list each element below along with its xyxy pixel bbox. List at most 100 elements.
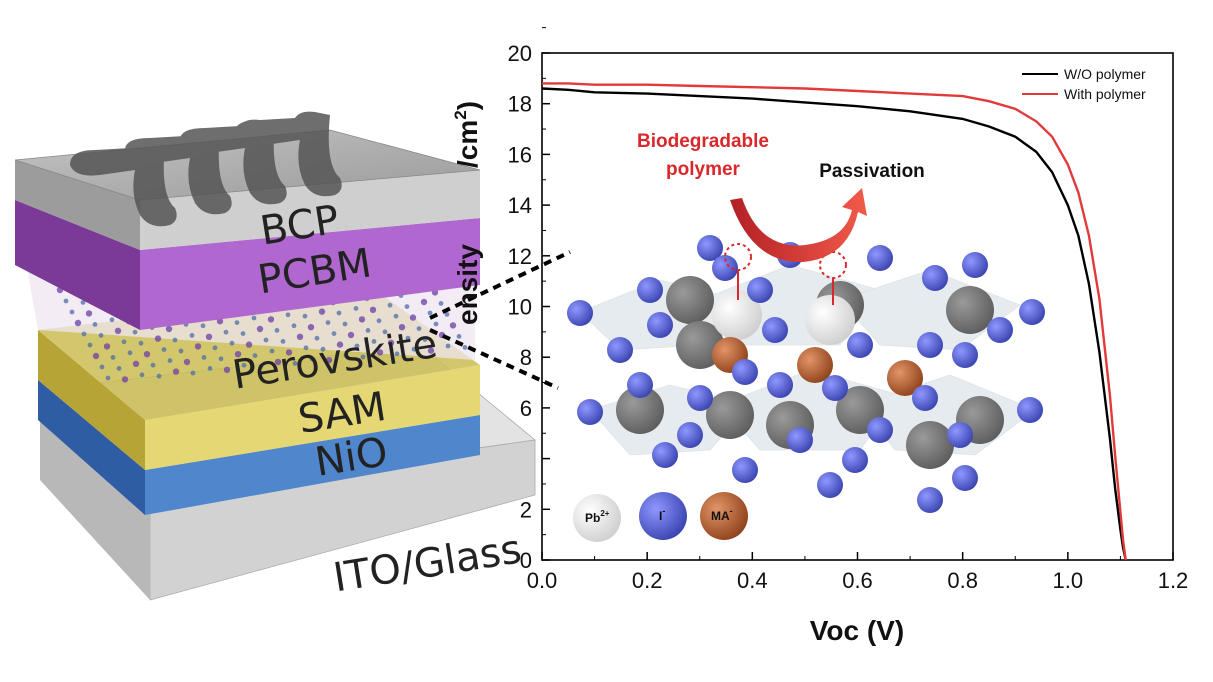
lattice-dot xyxy=(376,318,382,324)
lattice-dot xyxy=(376,349,384,356)
lattice-dot xyxy=(92,352,100,360)
iodide-atom xyxy=(762,317,788,343)
ion-i-icon xyxy=(639,492,687,540)
iodide-atom xyxy=(867,245,893,271)
lattice-dot xyxy=(336,341,344,348)
axis-ticks xyxy=(541,27,1174,561)
electrode-4 xyxy=(235,111,342,197)
lattice-dot xyxy=(285,312,291,318)
annotation-passivation: Passivation xyxy=(819,161,925,182)
lattice-dot xyxy=(274,328,280,333)
lattice-dot xyxy=(223,329,229,335)
pb-atom xyxy=(906,421,954,469)
y-tick-labels: 0 2 6 8 10 12 14 16 18 20 xyxy=(508,41,532,573)
lattice-dot xyxy=(267,316,275,323)
iodide-atom xyxy=(817,472,843,498)
iodide-atom xyxy=(987,317,1013,343)
lattice-dot xyxy=(280,339,286,344)
lattice-dot xyxy=(63,298,69,304)
lattice-dot xyxy=(156,373,162,379)
annotation-polymer-line2: polymer xyxy=(666,159,741,180)
jv-chart: 0 2 6 8 10 12 14 16 18 20 0.0 0.2 0.4 0.6 0.8 1.0 1.2 V… xyxy=(451,27,1188,646)
lattice-dot xyxy=(218,356,224,362)
lattice-dot xyxy=(416,326,422,331)
lattice-dot xyxy=(183,358,191,366)
y-tick-label: 6 xyxy=(520,396,532,421)
lattice-dot xyxy=(420,298,428,306)
lattice-dot xyxy=(309,356,315,362)
lattice-dot xyxy=(251,315,257,321)
legend-label-0: W/O polymer xyxy=(1064,66,1146,82)
lattice-dot xyxy=(405,335,411,341)
lattice-dot xyxy=(409,314,417,321)
x-tick-label: 0.0 xyxy=(527,568,558,593)
pb-atom xyxy=(946,286,994,334)
iodide-atom xyxy=(822,375,848,401)
lattice-dot xyxy=(245,341,253,348)
iodide-atom xyxy=(847,332,873,358)
lattice-dot xyxy=(369,306,377,313)
lattice-dot xyxy=(387,339,395,346)
ion-ma-icon xyxy=(700,492,748,540)
lattice-dot xyxy=(427,347,435,354)
pb-atom xyxy=(616,386,664,434)
iodide-atom xyxy=(952,465,978,491)
lattice-dot xyxy=(150,362,156,368)
y-axis-unit-text: /cm xyxy=(452,120,483,168)
x-tick-label: 0.8 xyxy=(947,568,978,593)
lattice-dot xyxy=(121,376,129,383)
lattice-dot xyxy=(291,323,297,329)
lattice-dot xyxy=(190,370,196,376)
lattice-dot xyxy=(347,331,355,339)
lattice-dot xyxy=(360,354,366,360)
lattice-dot xyxy=(189,333,195,338)
iodide-atom xyxy=(647,312,673,338)
iodide-atom xyxy=(867,417,893,443)
iodide-atom xyxy=(842,447,868,473)
lattice-dot xyxy=(127,350,133,356)
ion-pb-icon xyxy=(573,494,621,542)
iodide-atom xyxy=(712,255,738,281)
lattice-dot xyxy=(194,343,202,350)
ion-ma-label: MA- xyxy=(711,506,733,523)
lattice-dot xyxy=(201,355,207,360)
electrodes xyxy=(70,111,342,227)
lattice-dot xyxy=(167,358,173,363)
iodide-atom xyxy=(637,277,663,303)
lattice-dot xyxy=(132,329,138,335)
iodide-atom xyxy=(962,252,988,278)
lattice-dot xyxy=(105,375,111,381)
iodide-atom xyxy=(1017,397,1043,423)
lattice-dot xyxy=(285,349,293,356)
lattice-dot xyxy=(325,357,333,364)
iodide-atom xyxy=(732,457,758,483)
legend-label-1: With polymer xyxy=(1064,86,1146,102)
lattice-dot xyxy=(422,337,428,342)
lattice-dot xyxy=(138,340,144,346)
lattice-dot xyxy=(240,331,246,336)
atoms xyxy=(567,235,1045,513)
y-axis-unit-sup: 2 xyxy=(451,110,470,119)
iodide-atom xyxy=(922,265,948,291)
lattice-dot xyxy=(371,339,377,344)
lattice-dot xyxy=(241,362,247,368)
lattice-dot xyxy=(74,319,82,327)
iodide-atom xyxy=(567,300,593,326)
lattice-dot xyxy=(80,300,86,305)
lattice-dot xyxy=(274,358,282,366)
lattice-dot xyxy=(116,366,122,371)
ma-atom xyxy=(797,347,833,383)
iodide-atom xyxy=(732,359,758,385)
lattice-dot xyxy=(331,331,337,336)
lattice-dot xyxy=(172,337,178,343)
lattice-dot xyxy=(353,306,359,311)
series-line-0 xyxy=(541,87,1127,561)
lattice-dot xyxy=(205,333,213,340)
zoom-line-bottom xyxy=(429,328,559,390)
lattice-dot xyxy=(303,345,309,351)
lattice-dot xyxy=(99,364,105,370)
lattice-dot xyxy=(336,310,342,316)
y-axis-title: ensity xyxy=(452,244,483,325)
iodide-atom xyxy=(912,385,938,411)
lattice-dot xyxy=(433,321,439,327)
